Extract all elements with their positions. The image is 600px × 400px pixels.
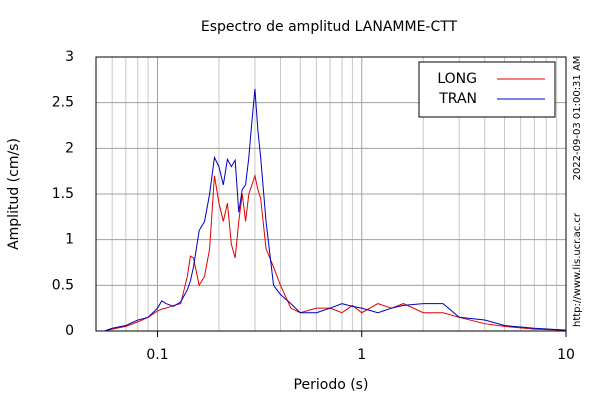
source-url: http://www.lis.ucr.ac.cr: [572, 212, 583, 327]
y-tick-label: 2: [65, 140, 74, 156]
y-tick-label: 1.5: [52, 186, 74, 202]
legend-label: LONG: [437, 71, 477, 87]
y-tick-label: 1: [65, 232, 74, 248]
y-axis-label: Amplitud (cm/s): [6, 138, 22, 250]
legend-box: [418, 61, 556, 118]
y-tick-label: 3: [65, 49, 74, 65]
x-tick-label: 0.1: [146, 347, 168, 363]
y-tick-label: 2.5: [52, 95, 74, 111]
timestamp: 2022-09-03 01:00:31 AM: [572, 56, 583, 181]
y-tick-label: 0.5: [52, 277, 74, 293]
x-tick-label: 10: [557, 347, 575, 363]
x-tick-label: 1: [357, 347, 366, 363]
chart-title: Espectro de amplitud LANAMME-CTT: [201, 19, 458, 35]
plot-frame: [95, 56, 567, 332]
x-axis-label: Periodo (s): [294, 377, 369, 393]
legend-label: TRAN: [438, 91, 477, 107]
series-line: [104, 88, 567, 332]
y-tick-label: 0: [65, 323, 74, 339]
series-line: [104, 173, 567, 332]
